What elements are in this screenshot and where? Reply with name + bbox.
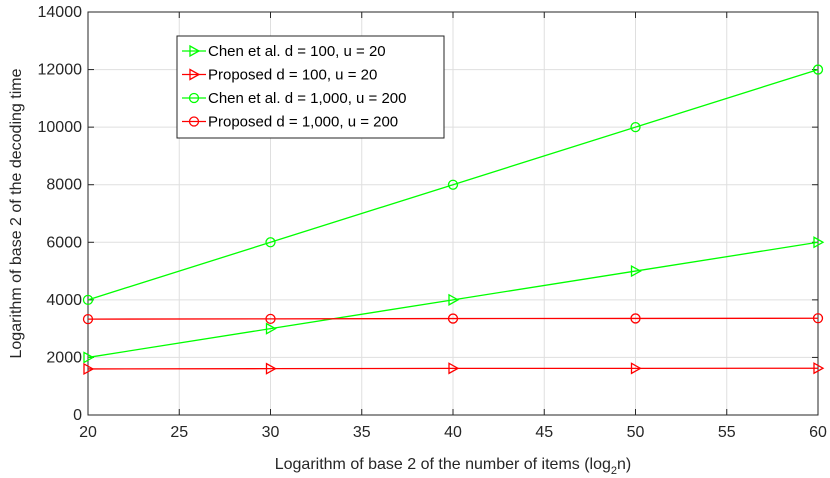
legend: Chen et al. d = 100, u = 20 Proposed d = … <box>176 35 445 139</box>
x-tick-label: 25 <box>170 424 188 441</box>
legend-marker <box>188 116 200 127</box>
y-tick-label: 6000 <box>46 234 82 251</box>
legend-item: Proposed d = 100, u = 20 <box>182 67 377 84</box>
y-tick-label: 14000 <box>38 4 83 21</box>
data-point <box>813 236 825 249</box>
x-tick-label: 35 <box>353 424 371 441</box>
data-point <box>265 313 276 325</box>
series-2 <box>83 362 825 376</box>
y-tick-label: 12000 <box>38 62 83 79</box>
series-1 <box>83 236 825 364</box>
y-tick-label: 2000 <box>46 349 82 366</box>
legend-item: Proposed d = 1,000, u = 200 <box>182 114 398 131</box>
data-point <box>83 351 95 364</box>
series-line <box>87 68 819 301</box>
y-axis-label: Logarithm of base 2 of the decoding time <box>8 68 25 358</box>
series-group <box>82 64 825 376</box>
legend-label: Proposed d = 100, u = 20 <box>208 67 377 84</box>
x-axis-label-main: Logarithm of base 2 of the number of ite… <box>275 456 611 473</box>
x-tick-label: 40 <box>444 424 462 441</box>
y-tick-label: 8000 <box>46 177 82 194</box>
legend-marker <box>189 44 201 58</box>
data-point <box>82 294 94 306</box>
data-point <box>447 179 459 190</box>
x-axis-label-tail: n) <box>617 456 631 473</box>
series-line <box>87 317 819 320</box>
data-point <box>447 313 459 324</box>
series-4 <box>82 313 824 325</box>
x-axis-label-subscript: 2 <box>611 465 617 477</box>
y-tick-label: 10000 <box>38 119 83 136</box>
y-tick-label: 0 <box>73 407 82 424</box>
x-axis-label: Logarithm of base 2 of the number of ite… <box>275 456 632 477</box>
data-point <box>265 237 276 248</box>
x-tick-label: 60 <box>809 424 827 441</box>
x-tick-label: 45 <box>535 424 553 441</box>
data-point <box>448 293 460 306</box>
legend-label: Chen et al. d = 1,000, u = 200 <box>208 90 407 107</box>
data-point <box>630 362 642 375</box>
legend-marker <box>188 92 200 104</box>
x-tick-label: 55 <box>718 424 736 441</box>
legend-marker <box>189 68 201 81</box>
data-point <box>265 322 277 335</box>
data-point <box>812 64 824 75</box>
data-point <box>630 313 641 324</box>
legend-label: Chen et al. d = 100, u = 20 <box>208 43 386 60</box>
series-line <box>87 367 819 370</box>
data-point <box>812 313 824 324</box>
legend-item: Chen et al. d = 1,000, u = 200 <box>182 90 407 107</box>
x-tick-label: 30 <box>262 424 280 441</box>
y-tick-label: 4000 <box>46 292 82 309</box>
data-point <box>630 121 641 133</box>
x-tick-label: 50 <box>627 424 645 441</box>
x-tick-label: 20 <box>79 424 97 441</box>
data-point <box>630 264 642 278</box>
legend-label: Proposed d = 1,000, u = 200 <box>208 114 398 131</box>
ticks: 20 25 30 35 40 45 50 55 60 0 2000 4000 6000 8000 10000… <box>38 4 828 441</box>
data-point <box>265 362 277 375</box>
series-3 <box>82 64 824 306</box>
data-point <box>82 313 94 325</box>
data-point <box>83 362 95 376</box>
legend-item: Chen et al. d = 100, u = 20 <box>182 43 386 60</box>
data-point <box>813 362 825 375</box>
series-line <box>87 241 819 359</box>
legend-box <box>176 35 445 139</box>
data-point <box>448 362 460 375</box>
